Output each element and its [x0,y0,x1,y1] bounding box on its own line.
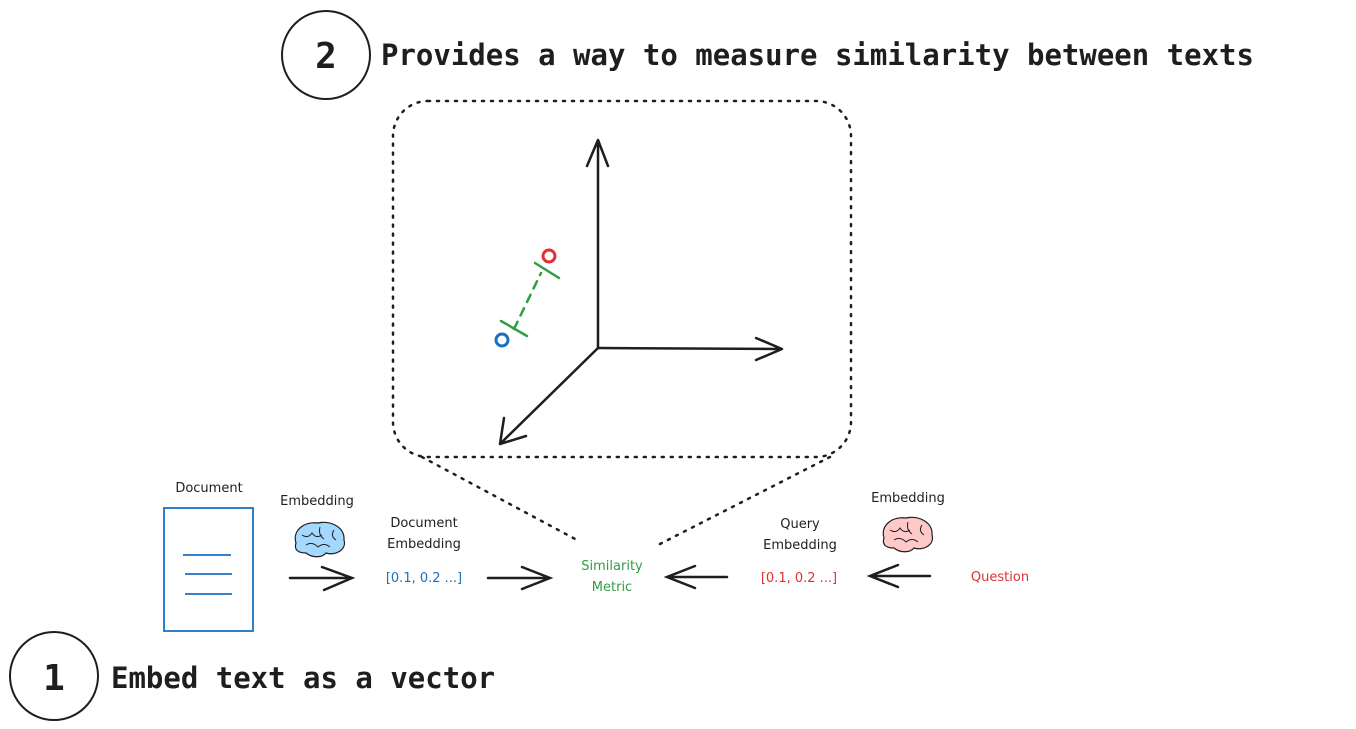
zoom-box [391,99,853,459]
left-embedding-label: Embedding [280,494,354,509]
step-1-circle [9,631,99,721]
document-point [494,332,510,348]
document-label: Document [175,481,242,496]
query-embedding-label-1: Query [780,517,820,532]
query-point [541,248,557,264]
axes [498,138,784,446]
step-2-heading: 2 Provides a way to measure similarity b… [281,10,1254,100]
distance-line [499,261,561,338]
step-1-number: 1 [43,658,65,699]
y-axis-arrow [585,138,610,350]
step-2-text: Provides a way to measure similarity bet… [381,38,1254,72]
similarity-metric-label-1: Similarity [581,559,643,574]
zoom-connector-right [656,455,832,547]
arrow-doc-to-vector [288,565,356,592]
right-embedding-label: Embedding [871,491,945,506]
step-1-text: Embed text as a vector [111,661,495,695]
similarity-metric-label-2: Metric [592,580,632,595]
similarity-distance [494,248,561,348]
arrows [288,563,932,592]
question-label: Question [971,570,1029,585]
query-embedding-label-2: Embedding [763,538,837,553]
zoom-connector-left [420,455,579,542]
brain-icon-blue [294,521,346,558]
step-1-heading: 1 Embed text as a vector [9,631,495,721]
document-embedding-label-1: Document [390,516,457,531]
vector-space-zoom [391,99,853,547]
arrow-question-to-vector [866,563,932,589]
z-axis-arrow [498,346,600,446]
brain-icon-pink [882,516,934,553]
step-2-number: 2 [315,36,337,77]
query-vector: [0.1, 0.2 ...] [761,571,837,586]
document-embedding-label-2: Embedding [387,537,461,552]
document-vector: [0.1, 0.2 ...] [386,571,462,586]
arrow-vector-to-metric [486,565,554,591]
arrow-query-vector-to-metric [663,564,729,590]
step-2-circle [281,10,371,100]
document-icon [163,507,254,632]
x-axis-arrow [596,336,784,362]
